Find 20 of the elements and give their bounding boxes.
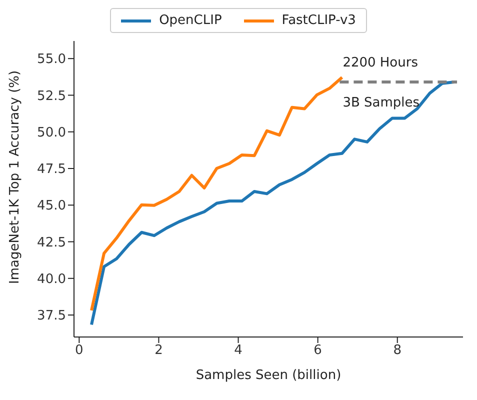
x-axis-title: Samples Seen (billion) [196, 368, 342, 383]
y-tick-label: 50.0 [37, 125, 66, 140]
y-axis-title: ImageNet-1K Top 1 Accuracy (%) [8, 70, 23, 284]
x-tick-label: 0 [75, 343, 84, 358]
legend-label: OpenCLIP [159, 13, 222, 28]
annotation: 3B Samples [342, 96, 420, 111]
y-tick-label: 45.0 [37, 198, 66, 214]
x-tick-label: 6 [314, 343, 322, 358]
legend-label: FastCLIP-v3 [282, 13, 356, 28]
annotation: 2200 Hours [342, 56, 418, 71]
y-tick-label: 55.0 [37, 52, 66, 68]
x-tick-label: 2 [154, 343, 163, 358]
y-tick-label: 40.0 [37, 272, 66, 287]
y-tick-label: 52.5 [37, 88, 66, 104]
x-tick-label: 8 [393, 343, 402, 358]
line-series [90, 76, 344, 312]
y-tick-label: 42.5 [37, 235, 66, 250]
y-tick-label: 37.5 [37, 308, 66, 324]
y-tick-label: 47.5 [37, 162, 66, 178]
x-tick-label: 4 [234, 343, 242, 358]
